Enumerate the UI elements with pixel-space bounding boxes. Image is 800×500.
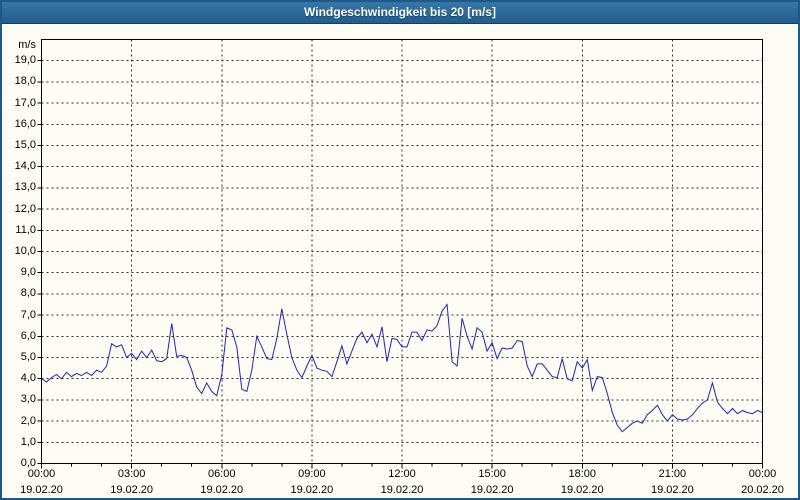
y-axis-tick-label: 12,0 bbox=[14, 202, 36, 215]
chart-title-bar: Windgeschwindigkeit bis 20 [m/s] bbox=[2, 2, 798, 24]
y-axis-tick-label: 19,0 bbox=[14, 54, 36, 67]
y-axis-tick-label: 5,0 bbox=[20, 351, 36, 363]
y-axis-tick-label: 13,0 bbox=[14, 181, 36, 194]
y-axis-tick-label: 3,0 bbox=[20, 393, 36, 406]
y-axis-tick-label: 9,0 bbox=[20, 266, 36, 279]
x-axis-time-label: 21:00 bbox=[658, 468, 687, 480]
x-axis-date-label: 19.02.20 bbox=[650, 484, 694, 496]
y-axis-tick-label: 8,0 bbox=[20, 287, 36, 300]
x-axis-time-label: 18:00 bbox=[568, 468, 597, 480]
y-axis-tick-label: 11,0 bbox=[15, 223, 36, 236]
x-axis-time-label: 03:00 bbox=[117, 468, 146, 480]
y-axis-tick-label: 6,0 bbox=[20, 329, 36, 342]
y-axis-tick-label: 4,0 bbox=[20, 372, 36, 385]
x-axis-date-label: 19.02.20 bbox=[290, 484, 334, 496]
x-axis-time-label: 12:00 bbox=[388, 468, 416, 480]
y-axis-tick-label: 16,0 bbox=[14, 117, 36, 130]
x-axis-date-label: 20.02.20 bbox=[741, 484, 784, 496]
y-axis-tick-label: 7,0 bbox=[20, 308, 36, 321]
x-axis-date-label: 19.02.20 bbox=[110, 484, 154, 496]
y-axis-tick-label: 18,0 bbox=[14, 75, 36, 88]
x-axis-date-label: 19.02.20 bbox=[470, 484, 514, 496]
x-axis-time-label: 15:00 bbox=[478, 468, 506, 480]
y-axis-tick-label: 2,0 bbox=[20, 414, 36, 427]
x-axis-date-label: 19.02.20 bbox=[380, 484, 424, 496]
plot-frame bbox=[41, 39, 763, 464]
y-axis-tick-label: 14,0 bbox=[14, 160, 36, 173]
y-axis-tick-label: 0,0 bbox=[20, 457, 36, 469]
x-axis-date-label: 19.02.20 bbox=[20, 484, 63, 496]
x-axis-time-label: 00:00 bbox=[27, 468, 56, 480]
y-axis-tick-label: 15,0 bbox=[14, 139, 36, 151]
chart-title: Windgeschwindigkeit bis 20 [m/s] bbox=[304, 5, 496, 19]
x-axis-time-label: 09:00 bbox=[298, 468, 326, 480]
y-axis-tick-label: 1,0 bbox=[20, 435, 36, 448]
y-axis-tick-label: 17,0 bbox=[14, 96, 36, 109]
y-axis-tick-label: 10,0 bbox=[14, 245, 36, 257]
x-axis-date-label: 19.02.20 bbox=[200, 484, 244, 496]
wind-speed-line bbox=[41, 303, 763, 433]
x-axis-time-label: 06:00 bbox=[207, 468, 236, 480]
x-axis-time-label: 00:00 bbox=[748, 468, 777, 480]
x-axis-date-label: 19.02.20 bbox=[560, 484, 604, 496]
y-axis-unit-label: m/s bbox=[18, 39, 36, 51]
